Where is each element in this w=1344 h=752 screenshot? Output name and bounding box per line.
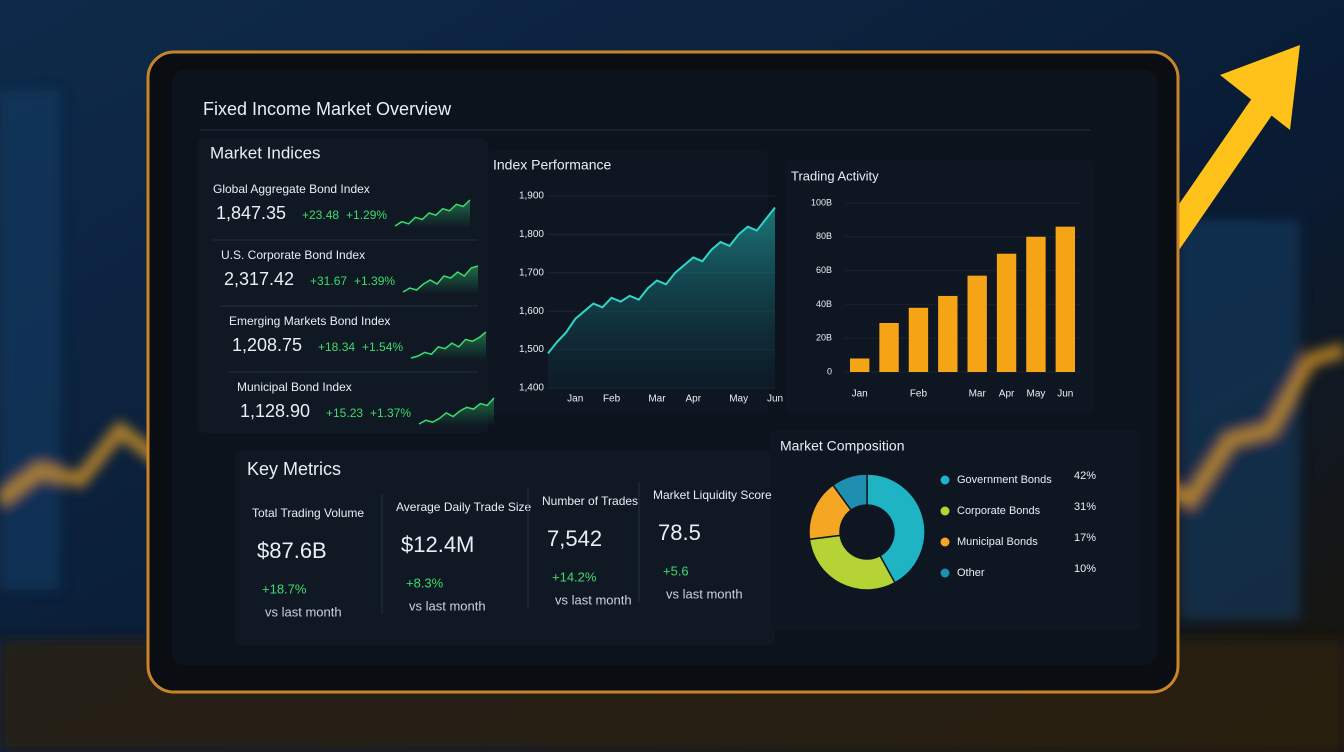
trend-arrow-head bbox=[1220, 45, 1300, 130]
dashboard-title: Fixed Income Market Overview bbox=[203, 99, 452, 119]
index-value: 1,847.35 bbox=[216, 203, 286, 223]
bar bbox=[967, 275, 987, 372]
metric-change: +5.6 bbox=[663, 563, 689, 578]
bar bbox=[1055, 226, 1076, 372]
pie-value-label: 10% bbox=[1074, 563, 1096, 575]
x-tick-label: Jan bbox=[567, 394, 583, 405]
index-name: U.S. Corporate Bond Index bbox=[221, 248, 365, 262]
section-heading: Key Metrics bbox=[247, 459, 341, 479]
metric-value: 7,542 bbox=[547, 526, 602, 551]
index-change: +23.48 bbox=[302, 208, 339, 222]
metric-note: vs last month bbox=[409, 598, 486, 613]
metric-note: vs last month bbox=[666, 586, 743, 601]
bar bbox=[938, 295, 958, 372]
y-tick-label: 1,600 bbox=[519, 306, 544, 317]
index-pct: +1.54% bbox=[362, 340, 403, 354]
x-tick-label: Feb bbox=[603, 394, 621, 405]
x-tick-label: Mar bbox=[648, 394, 666, 405]
x-tick-label: May bbox=[1026, 389, 1045, 400]
y-tick-label: 100B bbox=[811, 197, 832, 207]
x-tick-label: Apr bbox=[685, 394, 701, 405]
metric-name: Market Liquidity Score bbox=[653, 488, 772, 502]
index-name: Municipal Bond Index bbox=[237, 380, 352, 394]
index-value: 1,128.90 bbox=[240, 401, 310, 421]
metric-value: $12.4M bbox=[401, 532, 474, 557]
pie-slice bbox=[831, 473, 868, 512]
legend-label: Corporate Bonds bbox=[957, 505, 1041, 517]
sparkline-area bbox=[395, 200, 470, 228]
legend-swatch bbox=[940, 506, 950, 516]
sparkline bbox=[402, 265, 479, 293]
pie-value-label: 17% bbox=[1074, 532, 1096, 544]
legend-swatch bbox=[940, 475, 950, 485]
metric-value: $87.6B bbox=[257, 538, 327, 563]
bar bbox=[1026, 236, 1046, 372]
y-tick-label: 1,500 bbox=[519, 344, 544, 355]
index-value: 1,208.75 bbox=[232, 335, 302, 355]
metric-value: 78.5 bbox=[658, 520, 701, 545]
section-heading: Market Indices bbox=[210, 143, 321, 162]
legend-label: Municipal Bonds bbox=[957, 536, 1038, 548]
metrics-panel bbox=[235, 450, 775, 645]
pie-value-label: 31% bbox=[1074, 501, 1096, 513]
sparkline bbox=[410, 331, 487, 359]
y-tick-label: 1,900 bbox=[519, 191, 544, 202]
index-change: +15.23 bbox=[326, 406, 363, 420]
legend-label: Other bbox=[957, 567, 985, 579]
pie-slice bbox=[866, 473, 926, 584]
x-tick-label: Jun bbox=[767, 394, 783, 405]
y-tick-label: 60B bbox=[816, 265, 832, 275]
metric-change: +18.7% bbox=[262, 581, 307, 596]
x-tick-label: Apr bbox=[999, 389, 1015, 400]
y-tick-label: 1,400 bbox=[519, 383, 544, 394]
chart-title: Trading Activity bbox=[791, 168, 879, 183]
x-tick-label: Feb bbox=[910, 389, 928, 400]
line-area bbox=[548, 207, 775, 388]
sparkline-area bbox=[419, 398, 494, 426]
index-name: Global Aggregate Bond Index bbox=[213, 182, 370, 196]
y-tick-label: 1,800 bbox=[519, 229, 544, 240]
index-pct: +1.29% bbox=[346, 208, 387, 222]
bar bbox=[879, 322, 899, 372]
index-change: +18.34 bbox=[318, 340, 355, 354]
bar bbox=[996, 253, 1017, 372]
metric-change: +14.2% bbox=[552, 569, 597, 584]
metric-change: +8.3% bbox=[406, 575, 444, 590]
y-tick-label: 1,700 bbox=[519, 267, 544, 278]
index-value: 2,317.42 bbox=[224, 269, 294, 289]
x-tick-label: May bbox=[729, 394, 748, 405]
sparkline bbox=[394, 199, 471, 227]
pie-value-label: 42% bbox=[1074, 470, 1096, 482]
metric-note: vs last month bbox=[555, 592, 632, 607]
bar bbox=[849, 358, 870, 372]
sparkline bbox=[418, 397, 495, 425]
metric-note: vs last month bbox=[265, 604, 342, 619]
y-tick-label: 40B bbox=[816, 299, 832, 309]
x-tick-label: Jan bbox=[852, 389, 868, 400]
legend-swatch bbox=[940, 568, 950, 578]
chart-title: Market Composition bbox=[780, 438, 905, 454]
y-tick-label: 20B bbox=[816, 333, 832, 343]
metric-name: Average Daily Trade Size bbox=[396, 500, 532, 514]
index-pct: +1.37% bbox=[370, 406, 411, 420]
index-name: Emerging Markets Bond Index bbox=[229, 314, 390, 328]
legend-swatch bbox=[940, 537, 950, 547]
line bbox=[547, 206, 776, 355]
legend-label: Government Bonds bbox=[957, 474, 1052, 486]
activity-panel bbox=[785, 160, 1095, 415]
metric-name: Total Trading Volume bbox=[252, 506, 364, 520]
bar bbox=[908, 307, 929, 372]
y-tick-label: 0 bbox=[827, 366, 832, 376]
pie-slice bbox=[808, 534, 896, 591]
x-tick-label: Jun bbox=[1057, 389, 1073, 400]
x-tick-label: Mar bbox=[969, 389, 987, 400]
index-change: +31.67 bbox=[310, 274, 347, 288]
metric-name: Number of Trades bbox=[542, 494, 638, 508]
y-tick-label: 80B bbox=[816, 231, 832, 241]
chart-title: Index Performance bbox=[493, 157, 611, 173]
index-pct: +1.39% bbox=[354, 274, 395, 288]
